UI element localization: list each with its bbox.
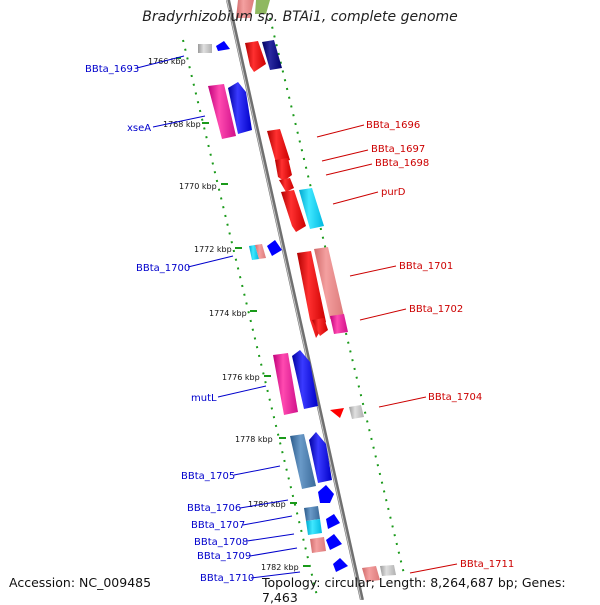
gene-label-left: BBta_1707	[191, 520, 245, 531]
gene-bbta-1704-red	[330, 408, 344, 418]
inner-ring-boundary	[182, 39, 319, 600]
kbp-label: 1782 kbp	[261, 563, 299, 572]
gene-xsea	[228, 82, 252, 134]
gene-label-right: BBta_1697	[371, 144, 425, 155]
kbp-label: 1770 kbp	[179, 182, 217, 191]
gene-bbta-1696	[267, 129, 290, 163]
gene-mutl	[292, 350, 318, 409]
accession-text: Accession: NC_009485	[9, 575, 152, 590]
gene-partial-top-green	[255, 0, 270, 14]
kbp-label: 1774 kbp	[209, 309, 247, 318]
minus-strand-genes	[198, 41, 348, 572]
gene-bbta-1702-red	[312, 318, 328, 336]
gene-bbta-1693	[198, 44, 212, 53]
gene-bbta-1711-salmon	[362, 566, 380, 582]
gene-label-left: BBta_1700	[136, 263, 190, 274]
gene-label-left: xseA	[127, 123, 151, 134]
gene-top-navy	[262, 40, 282, 70]
gene-bbta-1698	[279, 178, 294, 192]
kbp-label: 1766 kbp	[148, 57, 186, 66]
gene-label-right: BBta_1711	[460, 559, 514, 570]
gene-label-left: mutL	[191, 393, 217, 404]
gene-label-left: BBta_1708	[194, 537, 248, 548]
gene-label-right: purD	[381, 187, 406, 198]
gene-bbta-1707	[326, 514, 340, 529]
plus-strand-genes	[245, 40, 396, 582]
gene-partial-top	[236, 0, 254, 18]
topology-text: Topology: circular; Length: 8,264,687 bp…	[262, 575, 566, 605]
gene-label-right: BBta_1698	[375, 158, 429, 169]
gene-purd	[299, 188, 324, 229]
kbp-label: 1780 kbp	[248, 500, 286, 509]
gene-label-right: BBta_1701	[399, 261, 453, 272]
gene-bbta-1697	[275, 158, 292, 181]
left-gene-labels: BBta_1693 xseA BBta_1700 mutL BBta_1705 …	[85, 55, 301, 584]
kbp-label: 1778 kbp	[235, 435, 273, 444]
gene-bbta-1704	[349, 405, 364, 419]
kbp-label: 1772 kbp	[194, 245, 232, 254]
gene-bbta-1708	[326, 534, 342, 550]
gene-label-left: BBta_1705	[181, 471, 235, 482]
gene-label-left: BBta_1709	[197, 551, 251, 562]
gene-top-red	[245, 41, 266, 72]
gene-bbta-1710	[333, 558, 348, 572]
right-gene-labels: BBta_1696 BBta_1697 BBta_1698 purD BBta_…	[316, 120, 514, 574]
genome-backbone	[226, 0, 364, 600]
gene-bbta-1705	[309, 432, 332, 483]
gene-bbta-1702	[330, 314, 348, 334]
gene-bbta-1701-red	[297, 251, 326, 338]
gene-label-left: BBta_1693	[85, 64, 139, 75]
gene-bbta-1706	[318, 485, 334, 503]
gene-purd-red	[281, 190, 306, 232]
gene-bbta-1705-steel	[290, 434, 316, 489]
gene-bbta-1711-gray	[380, 565, 396, 576]
gene-label-left: BBta_1706	[187, 503, 241, 514]
gene-label-right: BBta_1696	[366, 120, 420, 131]
gene-bbta-1707-cyan	[306, 519, 322, 535]
gene-bbta-1693-arrow	[216, 41, 230, 51]
gene-bbta-1707-steel	[304, 506, 320, 521]
kbp-label: 1768 kbp	[163, 120, 201, 129]
kbp-scale: 1766 kbp 1768 kbp 1770 kbp 1772 kbp 1774…	[148, 57, 310, 572]
gene-label-left: BBta_1710	[200, 573, 254, 584]
gene-bbta-1700-b	[255, 244, 266, 259]
gene-bbta-1700-a	[249, 245, 259, 260]
gene-label-right: BBta_1704	[428, 392, 482, 403]
gene-bbta-1700-c	[267, 240, 282, 256]
gene-bbta-1701	[314, 247, 344, 319]
gene-label-right: BBta_1702	[409, 304, 463, 315]
gene-bbta-1708-salmon	[310, 537, 326, 553]
gene-xsea-pink	[208, 84, 236, 139]
kbp-label: 1776 kbp	[222, 373, 260, 382]
gene-mutl-pink	[273, 353, 298, 415]
map-title: Bradyrhizobium sp. BTAi1, complete genom…	[142, 9, 458, 25]
